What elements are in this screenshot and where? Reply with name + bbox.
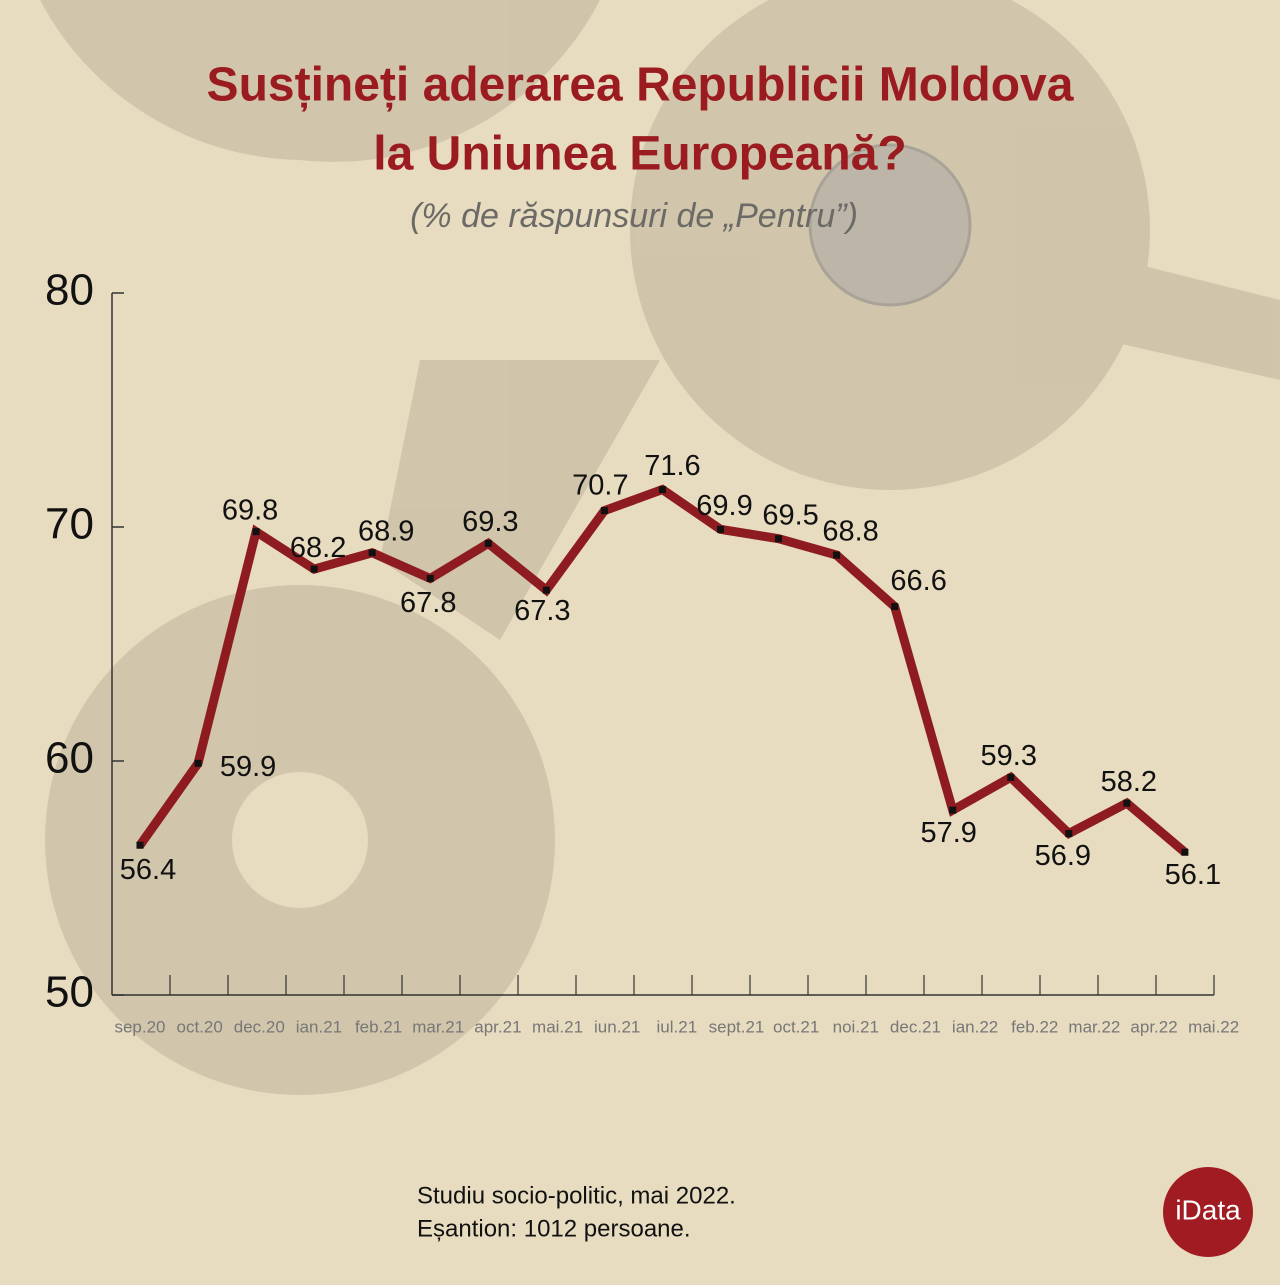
data-point	[136, 841, 144, 849]
data-label: 70.7	[572, 469, 628, 501]
data-point	[833, 551, 841, 559]
data-label: 71.6	[644, 450, 700, 482]
x-tick-label: sep.20	[114, 1017, 165, 1036]
x-tick-label: apr.21	[474, 1017, 521, 1036]
data-label: 59.9	[220, 751, 276, 783]
chart-title: la Uniunea Europeană?	[373, 128, 906, 181]
data-point	[310, 565, 318, 573]
data-point	[1123, 799, 1131, 807]
footnote: Eșantion: 1012 persoane.	[417, 1215, 691, 1242]
data-point	[600, 507, 608, 515]
data-point	[949, 806, 957, 814]
data-label: 67.8	[400, 587, 456, 619]
data-point	[775, 535, 783, 543]
x-tick-label: dec.20	[234, 1017, 285, 1036]
chart-subtitle: (% de răspunsuri de „Pentru”)	[410, 197, 858, 235]
data-point	[1181, 848, 1189, 856]
x-tick-label: dec.21	[890, 1017, 941, 1036]
data-point	[368, 549, 376, 557]
chart-title: Susțineți aderarea Republicii Moldova	[207, 59, 1074, 112]
data-point	[252, 528, 260, 536]
x-tick-label: ian.22	[952, 1017, 998, 1036]
data-label: 69.9	[696, 490, 752, 522]
data-label: 58.2	[1101, 766, 1157, 798]
x-tick-label: feb.21	[355, 1017, 402, 1036]
data-label: 66.6	[890, 565, 946, 597]
data-label: 69.3	[462, 506, 518, 538]
x-tick-label: feb.22	[1011, 1017, 1058, 1036]
data-label: 68.2	[290, 532, 346, 564]
logo: iData	[1175, 1194, 1241, 1225]
x-tick-label: apr.22	[1130, 1017, 1177, 1036]
eu-circle	[808, 143, 972, 307]
data-label: 69.8	[222, 494, 278, 526]
x-tick-label: oct.21	[773, 1017, 819, 1036]
x-tick-label: mar.22	[1068, 1017, 1120, 1036]
data-point	[1065, 830, 1073, 838]
data-label: 57.9	[920, 817, 976, 849]
data-label: 56.4	[120, 854, 176, 886]
y-tick-label: 70	[45, 500, 94, 549]
data-point	[426, 574, 434, 582]
x-tick-label: noi.21	[833, 1017, 879, 1036]
y-tick-label: 50	[45, 968, 94, 1017]
data-point	[891, 603, 899, 611]
data-label: 69.5	[762, 499, 818, 531]
data-label: 56.9	[1035, 840, 1091, 872]
data-label: 67.3	[514, 595, 570, 627]
data-label: 59.3	[981, 740, 1037, 772]
background-decoration	[232, 772, 368, 908]
x-tick-label: iun.21	[594, 1017, 640, 1036]
x-tick-label: oct.20	[176, 1017, 222, 1036]
y-tick-label: 60	[45, 734, 94, 783]
data-label: 68.9	[358, 515, 414, 547]
data-point	[194, 759, 202, 767]
logo-circle	[1163, 1167, 1253, 1257]
x-tick-label: ian.21	[296, 1017, 342, 1036]
data-point	[1007, 773, 1015, 781]
x-tick-label: mai.21	[532, 1017, 583, 1036]
y-tick-label: 80	[45, 266, 94, 315]
footnote: Studiu socio-politic, mai 2022.	[417, 1182, 736, 1209]
data-label: 68.8	[822, 516, 878, 548]
data-point	[717, 525, 724, 533]
data-point	[542, 586, 550, 594]
data-point	[484, 539, 492, 547]
x-tick-label: sept.21	[709, 1017, 765, 1036]
x-tick-label: iul.21	[657, 1017, 698, 1036]
data-point	[658, 486, 666, 494]
data-label: 56.1	[1165, 859, 1221, 891]
x-tick-label: mai.22	[1188, 1017, 1239, 1036]
x-tick-label: mar.21	[412, 1017, 464, 1036]
